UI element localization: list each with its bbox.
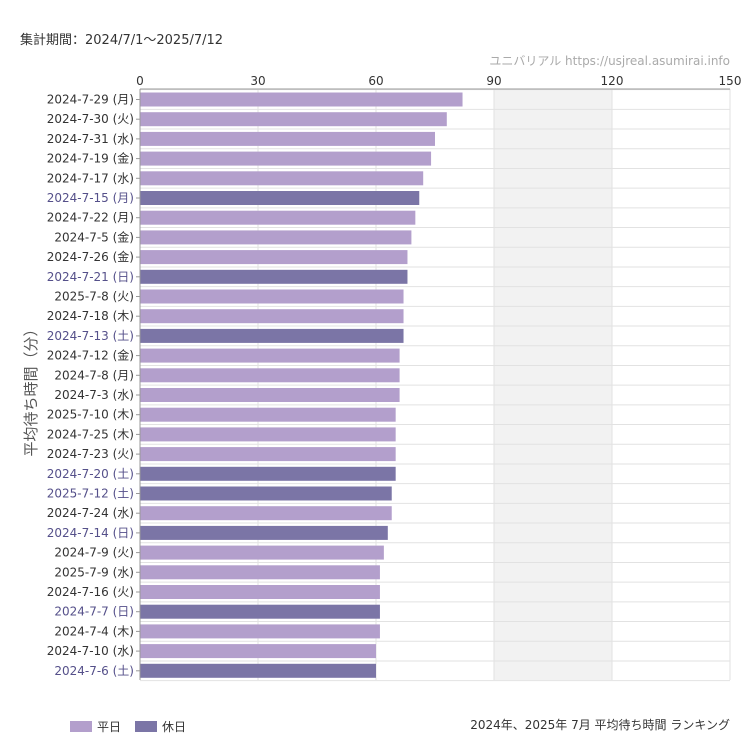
- bar: [140, 171, 424, 186]
- bar: [140, 191, 420, 205]
- category-label: 2025-7-12 (土): [47, 487, 134, 501]
- bar: [140, 210, 416, 225]
- category-label: 2024-7-4 (木): [54, 624, 134, 638]
- bar: [140, 407, 396, 422]
- bar: [140, 388, 400, 402]
- bar: [140, 545, 384, 560]
- category-label: 2024-7-18 (木): [47, 309, 134, 323]
- category-label: 2025-7-10 (木): [47, 408, 134, 422]
- bar: [140, 506, 392, 521]
- y-axis-label: 平均待ち時間（分）: [22, 321, 40, 456]
- category-label: 2024-7-21 (日): [47, 270, 134, 284]
- bar: [140, 269, 408, 284]
- category-label: 2024-7-29 (月): [47, 93, 134, 107]
- bar: [140, 466, 396, 481]
- category-label: 2025-7-8 (火): [54, 290, 134, 304]
- category-label: 2024-7-9 (火): [54, 546, 134, 560]
- category-label: 2024-7-5 (金): [54, 229, 134, 244]
- category-label: 2024-7-10 (水): [47, 644, 134, 658]
- legend-swatch-weekday: [70, 721, 92, 732]
- category-label: 2024-7-17 (水): [47, 171, 134, 185]
- bar: [140, 663, 376, 678]
- category-label: 2024-7-8 (月): [54, 368, 134, 382]
- bar: [140, 644, 376, 659]
- bar: [140, 585, 380, 599]
- bar: [140, 289, 404, 304]
- bar: [140, 565, 380, 580]
- legend-item-holiday: 休日: [135, 718, 186, 735]
- category-label: 2024-7-24 (水): [47, 506, 134, 520]
- legend-item-weekday: 平日: [70, 718, 121, 735]
- category-label: 2024-7-30 (火): [47, 112, 134, 126]
- category-label: 2024-7-19 (金): [47, 151, 134, 166]
- bar: [140, 604, 380, 619]
- x-tick-label: 60: [368, 74, 383, 88]
- category-label: 2024-7-15 (月): [47, 191, 134, 205]
- category-label: 2024-7-25 (木): [47, 427, 134, 441]
- bar: [140, 368, 400, 383]
- x-tick-label: 30: [250, 74, 265, 88]
- category-label: 2024-7-31 (水): [47, 132, 134, 146]
- bar: [140, 447, 396, 462]
- bar: [140, 112, 447, 127]
- source-credit: ユニバリアル https://usjreal.asumirai.info: [489, 54, 730, 68]
- category-label: 2024-7-20 (土): [47, 467, 134, 481]
- category-label: 2025-7-9 (水): [54, 565, 134, 579]
- bar: [140, 525, 388, 540]
- category-label: 2024-7-23 (火): [47, 447, 134, 461]
- chart-caption: 2024年、2025年 7月 平均待ち時間 ランキング: [470, 718, 730, 732]
- bar: [140, 328, 404, 343]
- category-label: 2024-7-3 (水): [54, 388, 134, 402]
- category-label: 2024-7-22 (月): [47, 211, 134, 225]
- collection-period: 集計期間：2024/7/1～2025/7/12: [20, 33, 224, 48]
- legend: 平日 休日: [70, 718, 186, 735]
- legend-swatch-holiday: [135, 721, 158, 732]
- bar: [140, 131, 435, 146]
- bar: [140, 250, 408, 265]
- category-label: 2024-7-6 (土): [54, 664, 134, 678]
- bar: [140, 427, 396, 442]
- bar: [140, 486, 392, 501]
- ranking-bar-chart: 2024-7-29 (月) 2024-7-30 (火) 2024-7-31 (水) 2…: [22, 74, 742, 682]
- x-tick-label: 150: [719, 74, 742, 88]
- x-tick-label: 120: [601, 74, 624, 88]
- x-tick-label: 0: [136, 74, 144, 88]
- bar: [140, 309, 404, 324]
- category-label: 2024-7-26 (金): [47, 249, 134, 264]
- bar: [140, 348, 400, 363]
- bar: [140, 230, 412, 245]
- category-label: 2024-7-13 (土): [47, 329, 134, 343]
- category-label: 2024-7-16 (火): [47, 585, 134, 599]
- category-label: 2024-7-14 (日): [47, 526, 134, 540]
- bar: [140, 624, 380, 639]
- x-tick-label: 90: [486, 74, 501, 88]
- shaded-range-band: [494, 89, 612, 680]
- legend-label-holiday: 休日: [162, 720, 187, 734]
- legend-label-weekday: 平日: [97, 720, 122, 734]
- category-label: 2024-7-12 (金): [47, 348, 134, 363]
- category-label: 2024-7-7 (日): [54, 605, 134, 619]
- bar: [140, 92, 463, 107]
- bar: [140, 151, 432, 166]
